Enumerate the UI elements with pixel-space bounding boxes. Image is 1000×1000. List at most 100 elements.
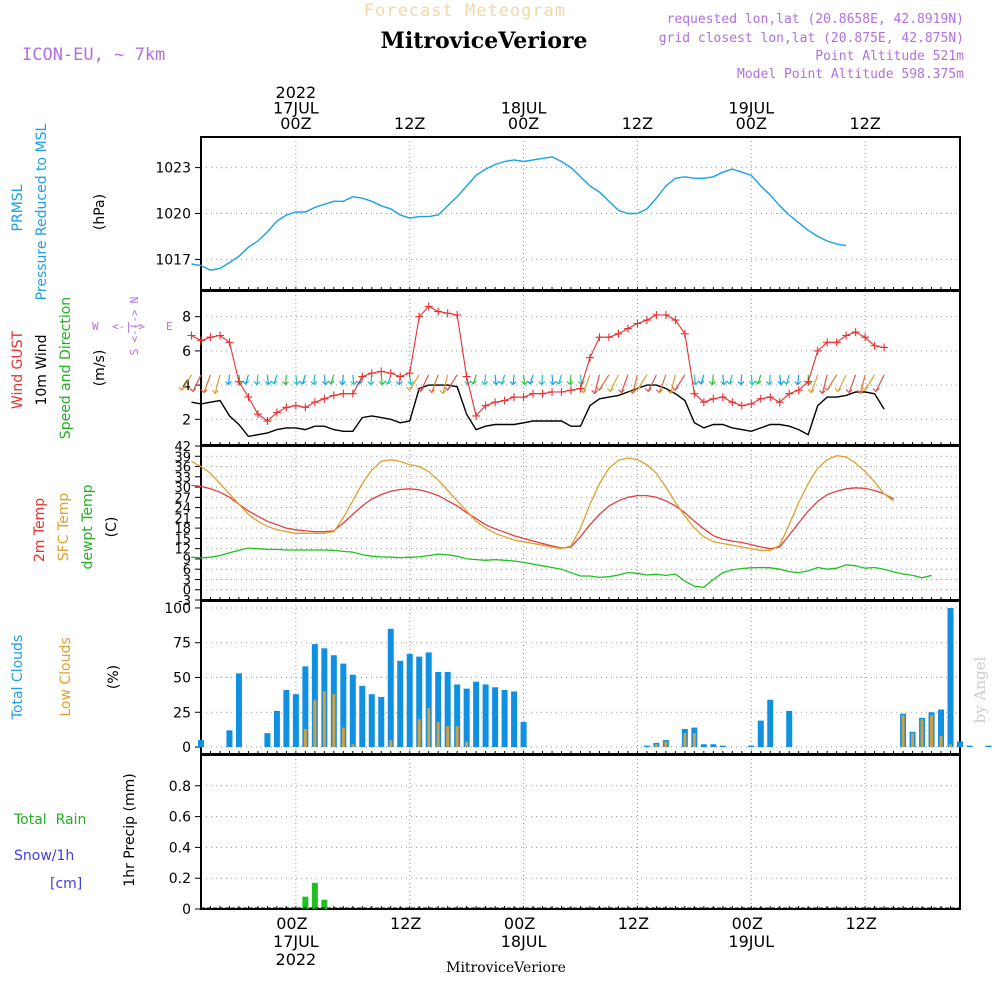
gust-marker — [709, 394, 718, 403]
total-cloud-bar — [482, 684, 489, 748]
wind-arrow — [826, 374, 838, 391]
low-cloud-bar — [455, 726, 459, 748]
plots: 1017102010232468-30369121518212427303336… — [155, 136, 992, 918]
total-cloud-bar — [368, 694, 375, 748]
total-cloud-bar — [226, 730, 233, 748]
wind-arrow — [636, 374, 648, 391]
gust-marker — [766, 393, 775, 402]
wind-arrow — [711, 374, 714, 385]
y-tick-label: 0.8 — [169, 779, 191, 795]
gust-marker — [642, 316, 651, 325]
wind-arrowhead — [439, 389, 447, 395]
total-cloud-bar — [966, 745, 973, 748]
wind-arrowhead — [211, 389, 219, 395]
total-cloud-bar — [273, 710, 280, 748]
wind-arrow — [256, 374, 259, 385]
total-cloud-bar — [235, 673, 242, 748]
wind-arrow — [740, 374, 743, 385]
total-cloud-bar — [397, 660, 404, 748]
wind-arrow — [551, 374, 554, 385]
y-tick-label: 21 — [174, 512, 191, 527]
rain-bar — [311, 882, 318, 909]
wind-arrow — [757, 374, 762, 385]
gust-marker — [310, 398, 319, 407]
wind-arrowhead — [595, 386, 603, 391]
celsius-unit: (C) — [104, 517, 120, 538]
low-cloud-bar — [911, 733, 915, 748]
wind-arrowhead — [765, 381, 773, 386]
low-cloud-bar — [901, 715, 905, 748]
wind-arrow — [203, 374, 212, 393]
compass-south: S — [128, 349, 141, 356]
low-cloud-bar — [389, 740, 393, 748]
wind-arrowhead — [253, 381, 261, 386]
wind-arrow — [670, 374, 676, 394]
total-cloud-bar — [748, 745, 755, 748]
wind-arrow — [472, 374, 477, 385]
wind-arrowhead — [526, 380, 534, 385]
low-cloud-bar — [436, 722, 440, 748]
wind-arrowhead — [327, 380, 335, 385]
gust-marker — [690, 389, 699, 398]
wind-arrowhead — [338, 381, 346, 386]
t2m-line — [191, 484, 894, 550]
wind-arrowhead — [794, 381, 802, 386]
top-time-label: 00Z — [508, 114, 539, 133]
y-tick-label: 39 — [174, 450, 191, 465]
low-clouds-label: Low Clouds — [58, 637, 74, 716]
total-cloud-bar — [710, 744, 717, 748]
total-cloud-bar — [947, 607, 954, 748]
gust-marker — [377, 367, 386, 376]
y-tick-label: 15 — [174, 532, 191, 547]
gust-marker — [500, 396, 509, 405]
dewpt-label: dewpt Temp — [80, 484, 96, 569]
wind-arrow — [785, 374, 790, 385]
gust-marker — [225, 338, 234, 347]
wind-arrowhead — [691, 381, 699, 386]
sfc-temp-line — [191, 454, 894, 552]
wind-arrowhead — [667, 389, 675, 395]
gust-marker — [794, 386, 803, 395]
gust-marker — [567, 386, 576, 395]
wind-arrow — [768, 374, 771, 385]
compass-north: N — [128, 297, 141, 304]
gust-marker — [661, 310, 670, 319]
wind-arrowhead — [509, 381, 517, 386]
y-tick-label: 27 — [174, 491, 191, 506]
compass-arrow-we: <-|-> — [112, 320, 145, 333]
y-tick-label: 2 — [182, 412, 191, 428]
wind-arrowhead — [200, 389, 208, 394]
gust-marker — [851, 328, 860, 337]
panel-frame — [200, 754, 961, 910]
bottom-time-label: 18JUL — [501, 932, 547, 951]
y-tick-label: 30 — [174, 481, 191, 496]
gust-marker — [481, 401, 490, 410]
wind-arrow — [859, 374, 866, 394]
wind-arrowhead — [777, 381, 785, 386]
wind-arrowhead — [242, 380, 250, 385]
gust-marker — [263, 417, 272, 426]
pressure-line — [191, 156, 847, 271]
low-cloud-bar — [427, 708, 431, 748]
wind-gust-label: Wind GUST — [10, 330, 26, 409]
y-tick-label: 18 — [174, 522, 191, 537]
total-cloud-bar — [501, 690, 508, 748]
wind-arrowhead — [367, 381, 375, 386]
total-cloud-bar — [938, 709, 945, 748]
gust-marker — [472, 411, 481, 420]
gust-marker — [832, 338, 841, 347]
y-tick-label: 3 — [183, 573, 191, 588]
gust-marker — [842, 331, 851, 340]
dewpoint-line — [191, 547, 932, 588]
low-cloud-bar — [939, 735, 943, 748]
gust-marker — [548, 387, 557, 396]
total-cloud-bar — [520, 722, 527, 748]
wind-arrowhead — [629, 389, 637, 395]
y-tick-label: 33 — [174, 471, 191, 486]
gust-marker — [301, 403, 310, 412]
y-tick-label: 24 — [174, 502, 191, 517]
wind-arrowhead — [481, 381, 489, 386]
wind-arrowhead — [606, 388, 614, 393]
total-cloud-bar — [283, 690, 290, 748]
wind-arrow — [512, 374, 515, 385]
